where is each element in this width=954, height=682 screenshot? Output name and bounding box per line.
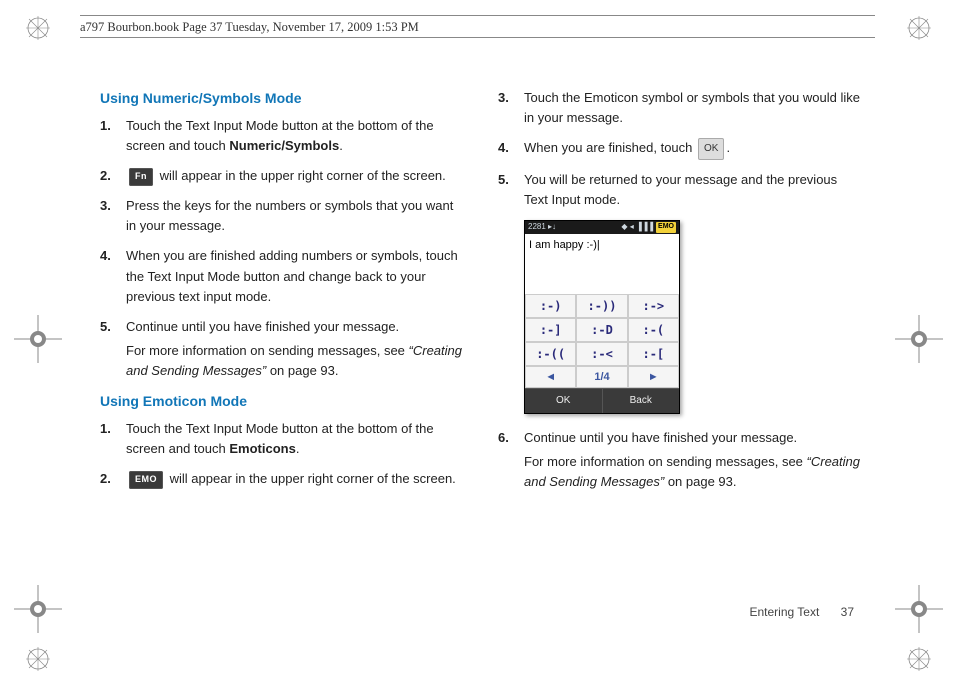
emoticon-steps-cont2: 6. Continue until you have finished your…: [498, 428, 860, 492]
step-number: 4.: [100, 246, 126, 306]
step-body: When you are finished adding numbers or …: [126, 246, 462, 306]
reg-mark-bl: [24, 645, 52, 673]
step-number: 6.: [498, 428, 524, 492]
page-header: a797 Bourbon.book Page 37 Tuesday, Novem…: [80, 15, 875, 38]
step-number: 5.: [498, 170, 524, 210]
header-text: a797 Bourbon.book Page 37 Tuesday, Novem…: [80, 20, 419, 34]
emo-cell: :-)): [576, 294, 627, 318]
crosshair-right: [895, 315, 943, 363]
list-item: 4. When you are finished adding numbers …: [100, 246, 462, 306]
phone-softkeys: OK Back: [525, 388, 679, 413]
list-item: 3. Press the keys for the numbers or sym…: [100, 196, 462, 236]
step-number: 2.: [100, 469, 126, 489]
emo-cell: :->: [628, 294, 679, 318]
fn-icon: Fn: [129, 168, 153, 186]
crosshair-left2: [14, 585, 62, 633]
list-item: 1. Touch the Text Input Mode button at t…: [100, 116, 462, 156]
emoticon-nav: ◄ 1/4 ►: [525, 366, 679, 388]
emo-cell: :-]: [525, 318, 576, 342]
footer-page: 37: [841, 605, 854, 619]
section-title-emoticon: Using Emoticon Mode: [100, 391, 462, 413]
emoticon-grid: :-) :-)) :-> :-] :-D :-( :-(( :-< :-[: [525, 294, 679, 366]
status-right: ◆ ◂ ▐▐▐ EMO: [621, 221, 676, 233]
right-column: 3. Touch the Emoticon symbol or symbols …: [498, 88, 860, 502]
step-number: 1.: [100, 419, 126, 459]
step-body: Continue until you have finished your me…: [126, 317, 462, 381]
emoticon-steps-cont: 3. Touch the Emoticon symbol or symbols …: [498, 88, 860, 210]
status-left: 2281 ▸↓: [528, 221, 556, 233]
phone-text-area: I am happy :-)|: [525, 234, 679, 294]
left-column: Using Numeric/Symbols Mode 1. Touch the …: [100, 88, 462, 502]
reg-mark-tr: [905, 14, 933, 42]
emo-cell: :-D: [576, 318, 627, 342]
emo-cell: :-<: [576, 342, 627, 366]
emo-cell: :-): [525, 294, 576, 318]
emo-cell: :-(: [628, 318, 679, 342]
page-content: Using Numeric/Symbols Mode 1. Touch the …: [100, 88, 860, 502]
cross-ref: For more information on sending messages…: [524, 452, 860, 492]
section-title-numeric: Using Numeric/Symbols Mode: [100, 88, 462, 110]
list-item: 5. Continue until you have finished your…: [100, 317, 462, 381]
emo-cell: :-[: [628, 342, 679, 366]
list-item: 4. When you are finished, touch OK.: [498, 138, 860, 160]
list-item: 2. EMO will appear in the upper right co…: [100, 469, 462, 489]
phone-status-bar: 2281 ▸↓ ◆ ◂ ▐▐▐ EMO: [525, 221, 679, 234]
footer-section: Entering Text: [749, 605, 819, 619]
step-body: Press the keys for the numbers or symbol…: [126, 196, 462, 236]
step-number: 5.: [100, 317, 126, 381]
step-number: 1.: [100, 116, 126, 156]
step-body: EMO will appear in the upper right corne…: [126, 469, 462, 489]
phone-screenshot: 2281 ▸↓ ◆ ◂ ▐▐▐ EMO I am happy :-)| :-) …: [524, 220, 680, 414]
softkey-back: Back: [603, 388, 680, 413]
page-footer: Entering Text 37: [749, 605, 854, 619]
softkey-ok: OK: [525, 388, 603, 413]
step-body: Touch the Text Input Mode button at the …: [126, 116, 462, 156]
step-number: 3.: [100, 196, 126, 236]
emo-tag: EMO: [656, 222, 676, 233]
list-item: 3. Touch the Emoticon symbol or symbols …: [498, 88, 860, 128]
list-item: 2. Fn will appear in the upper right cor…: [100, 166, 462, 186]
emoticon-steps: 1. Touch the Text Input Mode button at t…: [100, 419, 462, 489]
emo-cell: :-((: [525, 342, 576, 366]
step-body: Fn will appear in the upper right corner…: [126, 166, 462, 186]
list-item: 5. You will be returned to your message …: [498, 170, 860, 210]
step-number: 4.: [498, 138, 524, 160]
step-number: 3.: [498, 88, 524, 128]
reg-mark-br: [905, 645, 933, 673]
nav-prev: ◄: [525, 366, 576, 388]
numeric-steps: 1. Touch the Text Input Mode button at t…: [100, 116, 462, 382]
emo-icon: EMO: [129, 471, 163, 489]
reg-mark-tl: [24, 14, 52, 42]
cross-ref: For more information on sending messages…: [126, 341, 462, 381]
step-body: Continue until you have finished your me…: [524, 428, 860, 492]
step-number: 2.: [100, 166, 126, 186]
nav-page: 1/4: [576, 366, 627, 388]
crosshair-right2: [895, 585, 943, 633]
list-item: 6. Continue until you have finished your…: [498, 428, 860, 492]
step-body: You will be returned to your message and…: [524, 170, 860, 210]
step-body: Touch the Text Input Mode button at the …: [126, 419, 462, 459]
step-body: When you are finished, touch OK.: [524, 138, 860, 160]
step-body: Touch the Emoticon symbol or symbols tha…: [524, 88, 860, 128]
crosshair-left: [14, 315, 62, 363]
ok-button-icon: OK: [698, 138, 724, 160]
list-item: 1. Touch the Text Input Mode button at t…: [100, 419, 462, 459]
nav-next: ►: [628, 366, 679, 388]
